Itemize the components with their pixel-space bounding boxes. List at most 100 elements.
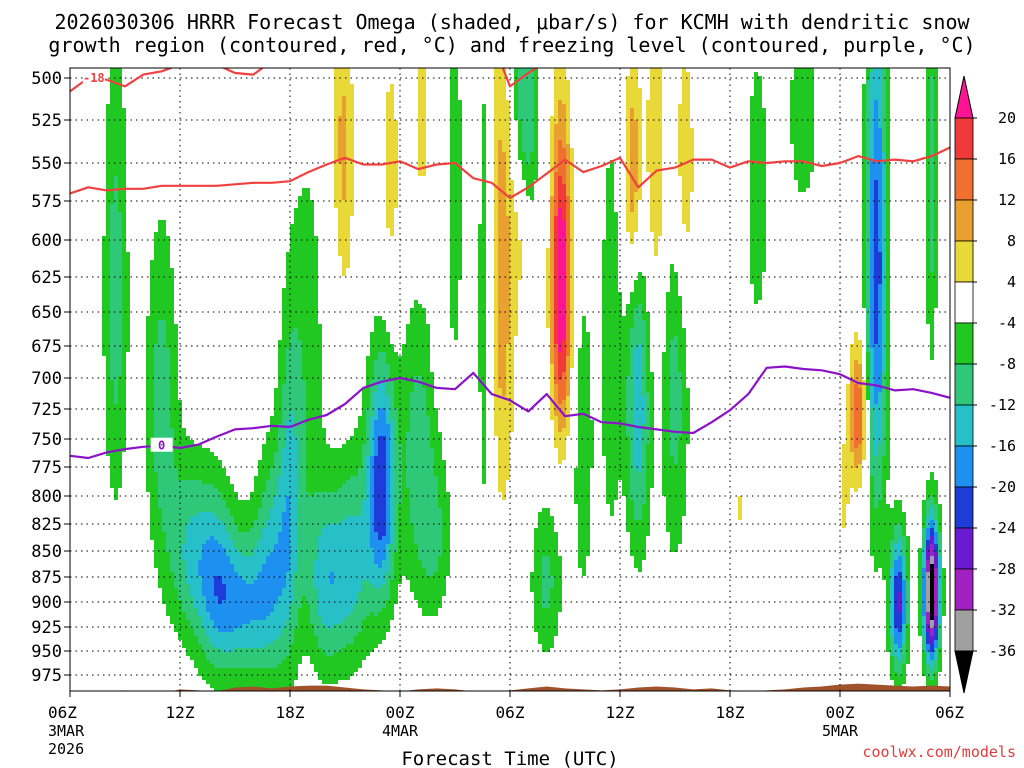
omega-cell [202,588,214,592]
omega-cell [662,460,674,464]
omega-cell [390,228,394,232]
omega-cell [150,312,174,316]
omega-cell [922,572,926,576]
omega-cell [794,148,814,152]
omega-cell [230,508,258,512]
omega-cell [554,220,558,224]
omega-cell [906,596,910,600]
omega-cell [414,524,442,528]
omega-cell [494,408,514,412]
omega-cell [626,384,634,388]
omega-cell [870,196,874,200]
omega-cell [506,360,514,364]
omega-cell [922,548,926,552]
omega-cell [378,416,386,420]
omega-cell [934,260,938,264]
omega-cell [478,344,486,348]
omega-cell [582,336,590,340]
omega-cell [558,456,566,460]
omega-cell [370,436,374,440]
omega-cell [298,468,306,472]
omega-cell [522,172,538,176]
omega-cell [630,476,646,480]
omega-cell [866,324,870,328]
omega-cell [186,568,198,572]
omega-cell [286,380,306,384]
omega-cell [574,496,590,500]
omega-cell [874,452,878,456]
omega-cell [206,632,282,636]
omega-cell [534,608,562,612]
omega-cell [634,372,642,376]
omega-cell [862,440,866,444]
omega-cell [322,616,346,620]
omega-cell [570,196,574,200]
omega-cell [902,544,906,548]
omega-cell [298,524,326,528]
omega-cell [934,156,938,160]
omega-cell [438,492,450,496]
omega-cell [634,508,642,512]
omega-cell [450,220,462,224]
omega-cell [302,356,322,360]
omega-cell [926,180,930,184]
omega-cell [290,556,298,560]
omega-cell [678,364,686,368]
omega-cell [298,332,322,336]
omega-cell [886,648,890,652]
omega-cell [938,656,942,660]
omega-cell [294,632,314,636]
omega-cell [866,260,870,264]
omega-cell [106,432,126,436]
omega-cell [518,136,522,140]
omega-cell [402,484,406,488]
omega-cell [934,600,938,604]
omega-cell [850,432,854,436]
omega-cell [870,404,882,408]
omega-cell [314,664,362,668]
omega-cell [646,380,654,384]
omega-cell [302,348,322,352]
omega-cell [542,580,554,584]
omega-cell [750,104,762,108]
omega-cell [530,160,538,164]
omega-cell [930,136,934,140]
omega-cell [570,184,574,188]
omega-cell [678,104,690,108]
omega-cell [542,592,550,596]
omega-cell [878,220,882,224]
omega-cell [290,616,298,620]
omega-cell [602,244,618,248]
omega-cell [230,560,266,564]
omega-cell [902,524,906,528]
omega-cell [258,512,270,516]
omega-cell [346,188,354,192]
omega-cell [518,132,522,136]
omega-cell [886,332,890,336]
omega-cell [390,460,394,464]
pressure-tick-label: 625 [31,268,62,288]
omega-cell [154,424,170,428]
omega-cell [898,644,902,648]
omega-cell [374,456,386,460]
omega-cell [854,392,862,396]
omega-cell [662,356,670,360]
omega-cell [414,304,422,308]
omega-cell [314,492,366,496]
omega-cell [402,476,406,480]
omega-cell [334,116,338,120]
omega-cell [390,416,398,420]
omega-cell [666,336,674,340]
omega-cell [222,648,234,652]
omega-cell [862,264,866,268]
omega-cell [562,100,570,104]
omega-cell [558,288,566,292]
omega-cell [386,208,394,212]
omega-cell [602,284,618,288]
omega-cell [478,328,486,332]
omega-cell [934,160,938,164]
omega-cell [102,252,110,256]
pressure-tick-label: 850 [31,542,62,562]
omega-cell [282,516,290,520]
omega-cell [390,456,394,460]
